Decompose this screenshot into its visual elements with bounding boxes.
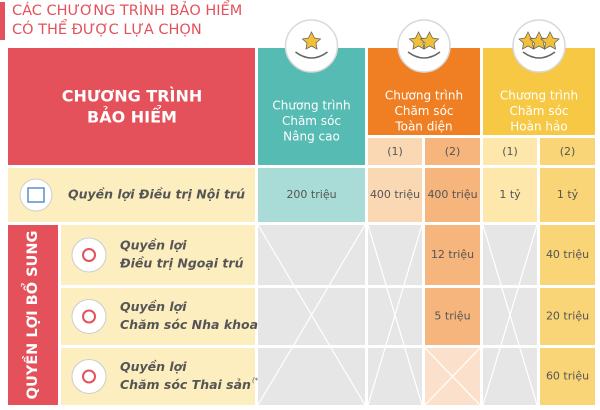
value-cell xyxy=(540,288,595,345)
plan-name: Hoàn hảo xyxy=(510,120,567,134)
plan-icon-star xyxy=(419,31,440,50)
value: 12 triệu xyxy=(431,248,474,261)
value: 20 triệu xyxy=(546,310,589,323)
option-label: (2) xyxy=(560,145,576,158)
main-row-label: Quyền lợi Điều trị Nội trú xyxy=(68,187,245,202)
value: 5 triệu xyxy=(434,310,470,323)
value-cell xyxy=(483,168,537,222)
option-cell xyxy=(540,138,595,165)
plan-icon-star xyxy=(301,31,322,50)
main-row-icon xyxy=(19,178,53,212)
row-label: Quyền lợi xyxy=(120,299,187,314)
row-label: Quyền lợi xyxy=(120,359,187,374)
value-cell xyxy=(425,288,480,345)
plan-name: Chương trình xyxy=(385,89,463,103)
empty-cross xyxy=(367,224,423,406)
row-icon-mark xyxy=(82,369,96,384)
value-cell xyxy=(540,225,595,285)
row-note: (*) xyxy=(252,377,261,385)
value-cell xyxy=(368,168,422,222)
row-icon xyxy=(71,359,107,394)
value-cell xyxy=(258,168,365,222)
value-cell xyxy=(540,168,595,222)
empty-cell xyxy=(258,288,365,345)
value-cell xyxy=(425,225,480,285)
main-row-icon-building xyxy=(27,187,45,203)
option-cell xyxy=(368,138,422,165)
empty-cell xyxy=(258,348,365,405)
group-label-cell xyxy=(8,225,58,405)
row-icon-mark xyxy=(82,248,96,262)
corner-label: CHƯƠNG TRÌNH xyxy=(62,87,203,106)
row-icon xyxy=(71,237,107,273)
plan-name: Chương trình xyxy=(272,99,350,113)
group-label: QUYỀN LỢI BỔ SUNG xyxy=(21,231,41,400)
empty-cross xyxy=(482,224,538,406)
option-label: (1) xyxy=(387,145,403,158)
row-icon xyxy=(71,299,107,334)
value: 400 triệu xyxy=(427,188,477,201)
page-title: CÁC CHƯƠNG TRÌNH BẢO HIỂM xyxy=(12,0,242,19)
corner-label: BẢO HIỂM xyxy=(87,105,177,127)
value: 60 triệu xyxy=(546,370,589,383)
page-title: CÓ THỂ ĐƯỢC LỰA CHỌN xyxy=(12,19,202,38)
row-label: Điều trị Ngoại trú xyxy=(119,256,244,271)
empty-cell xyxy=(483,225,537,285)
empty-cross xyxy=(424,347,481,406)
row-label: Quyền lợi xyxy=(120,238,187,253)
empty-cell xyxy=(368,225,422,285)
value: 400 triệu xyxy=(370,188,420,201)
plan-icon xyxy=(397,19,451,73)
plan-name: Chương trình xyxy=(500,89,578,103)
value: 200 triệu xyxy=(286,188,336,201)
plan-icon-hand xyxy=(407,51,441,59)
plan-name: Chăm sóc xyxy=(394,104,453,118)
value: 40 triệu xyxy=(546,248,589,261)
value: 1 tỷ xyxy=(557,188,579,201)
value-cell xyxy=(540,348,595,405)
empty-cell xyxy=(258,225,365,285)
option-label: (2) xyxy=(445,145,461,158)
empty-cross xyxy=(257,224,366,406)
option-cell xyxy=(483,138,537,165)
option-label: (1) xyxy=(502,145,518,158)
plan-name: Toàn diện xyxy=(394,120,452,134)
value: 1 tỷ xyxy=(499,188,521,201)
plan-icon-hand xyxy=(522,51,556,59)
plan-name: Nâng cao xyxy=(283,130,340,144)
option-cell xyxy=(425,138,480,165)
plan-name: Chăm sóc xyxy=(509,104,568,118)
row-label: Chăm sóc Thai sản xyxy=(120,377,251,392)
plan-name: Chăm sóc xyxy=(282,114,341,128)
plan-icon-hand xyxy=(295,51,328,59)
corner-cell xyxy=(8,48,255,165)
title-bar xyxy=(0,2,5,40)
value-cell xyxy=(425,168,480,222)
row-icon-mark xyxy=(82,309,96,324)
plan-icon-star xyxy=(540,31,560,50)
row-label: Chăm sóc Nha khoa xyxy=(120,317,258,332)
